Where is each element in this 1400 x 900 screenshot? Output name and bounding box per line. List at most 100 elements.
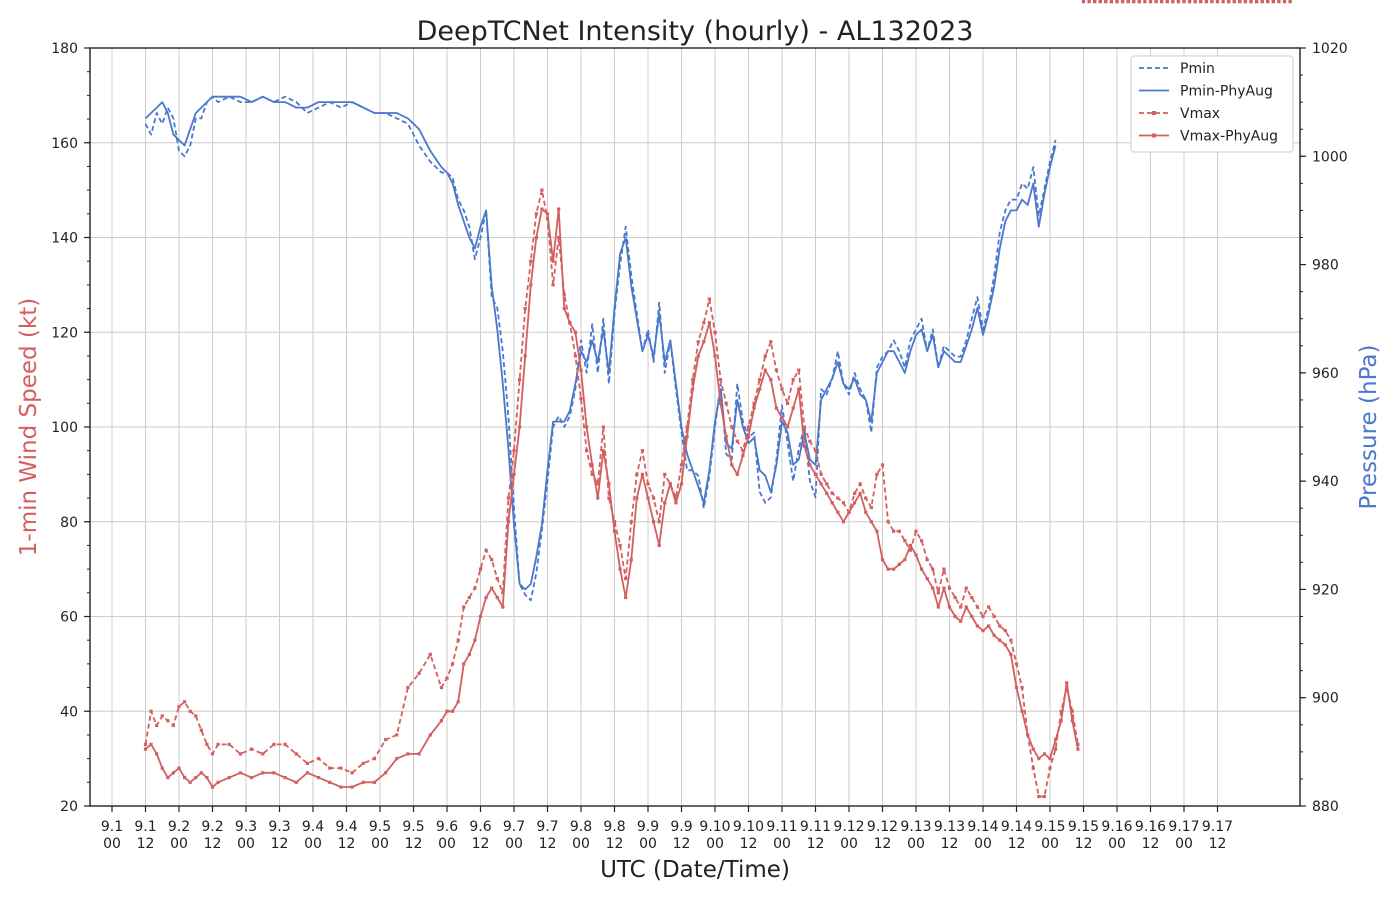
data-point (445, 676, 449, 680)
x-tick-label: 9.13 12 (934, 819, 965, 852)
data-point (959, 605, 963, 609)
data-point (1154, 0, 1158, 4)
data-point (540, 207, 544, 211)
data-point (758, 378, 762, 382)
data-point (1232, 0, 1236, 4)
x-tick-hour: 12 (1209, 836, 1227, 852)
data-point (517, 378, 522, 382)
data-point (819, 472, 823, 476)
data-point (763, 368, 767, 372)
data-point (886, 520, 890, 524)
x-tick-hour: 12 (1075, 836, 1093, 852)
data-point (830, 491, 834, 495)
data-point (1137, 0, 1141, 4)
data-point (836, 496, 840, 500)
data-point (551, 259, 555, 263)
legend: Pmin Pmin-PhyAug Vmax Vmax-PhyAug (1130, 55, 1294, 153)
data-point (685, 425, 689, 429)
x-tick-hour: 12 (1008, 836, 1026, 852)
data-point (155, 752, 159, 756)
data-point (545, 212, 550, 216)
data-point (646, 482, 650, 486)
data-point (1014, 662, 1019, 666)
data-point (568, 321, 572, 325)
data-point (1215, 0, 1220, 4)
data-point (858, 482, 862, 486)
data-point (791, 378, 795, 382)
data-point (752, 401, 756, 405)
legend-marker (1152, 111, 1156, 115)
data-point (523, 354, 527, 358)
y-left-tick-label: 140 (51, 231, 78, 247)
data-point (166, 775, 170, 780)
x-tick-date: 9.16 (1101, 819, 1132, 835)
data-point (350, 785, 354, 789)
data-point (1020, 685, 1024, 690)
legend-label: Pmin (1180, 61, 1215, 77)
data-point (194, 714, 198, 718)
data-point (1093, 0, 1097, 4)
data-point (557, 235, 561, 240)
data-point (523, 306, 527, 311)
data-point (199, 771, 203, 775)
x-tick-date: 9.17 (1168, 819, 1199, 835)
data-point (774, 368, 779, 372)
y-right-tick-label: 1000 (1312, 149, 1348, 165)
data-point (495, 595, 499, 600)
data-point (210, 752, 215, 756)
data-point (361, 761, 365, 765)
x-tick-hour: 12 (740, 836, 758, 852)
data-point (797, 368, 801, 372)
data-point (741, 449, 745, 453)
data-point (1003, 643, 1007, 647)
x-tick-date: 9.1 (101, 819, 123, 835)
data-point (272, 742, 276, 747)
data-point (501, 605, 505, 609)
data-point (886, 567, 890, 571)
data-point (724, 401, 728, 405)
data-point (1009, 638, 1013, 642)
data-point (1165, 0, 1169, 4)
data-point (841, 501, 846, 505)
data-point (579, 368, 583, 372)
legend-label: Vmax (1180, 106, 1220, 122)
x-tick-label: 9.11 00 (766, 819, 797, 852)
data-point (897, 562, 901, 566)
data-point (679, 482, 684, 486)
data-point (428, 733, 432, 737)
data-point (143, 747, 148, 751)
data-point (780, 387, 784, 391)
data-point (562, 306, 566, 311)
data-point (640, 472, 645, 476)
data-point (372, 757, 377, 761)
data-point (713, 330, 717, 334)
axis-layer: 9.1 009.1 129.2 009.2 129.3 009.3 129.4 009.4 12… (51, 41, 1347, 852)
x-tick-date: 9.9 (637, 819, 659, 835)
data-point (936, 605, 940, 609)
data-point (741, 453, 745, 458)
data-point (813, 472, 818, 476)
data-point (1260, 0, 1264, 4)
data-point (512, 472, 516, 476)
data-point (903, 558, 907, 562)
data-point (892, 529, 896, 533)
data-point (316, 775, 321, 780)
data-point (540, 188, 544, 192)
data-point (1210, 0, 1214, 4)
data-point (908, 548, 913, 552)
data-point (462, 662, 466, 666)
data-point (813, 449, 818, 453)
data-point (1120, 0, 1125, 4)
data-point (1243, 0, 1248, 4)
data-point (149, 742, 153, 747)
data-point (1126, 0, 1130, 4)
x-tick-hour: 12 (673, 836, 691, 852)
data-point (596, 482, 600, 486)
data-point (383, 738, 388, 742)
legend-label: Vmax-PhyAug (1180, 129, 1278, 145)
legend-box (1130, 55, 1294, 153)
data-point (947, 605, 952, 609)
x-tick-hour: 00 (505, 836, 523, 852)
data-point (802, 444, 806, 448)
data-point (1160, 0, 1164, 4)
